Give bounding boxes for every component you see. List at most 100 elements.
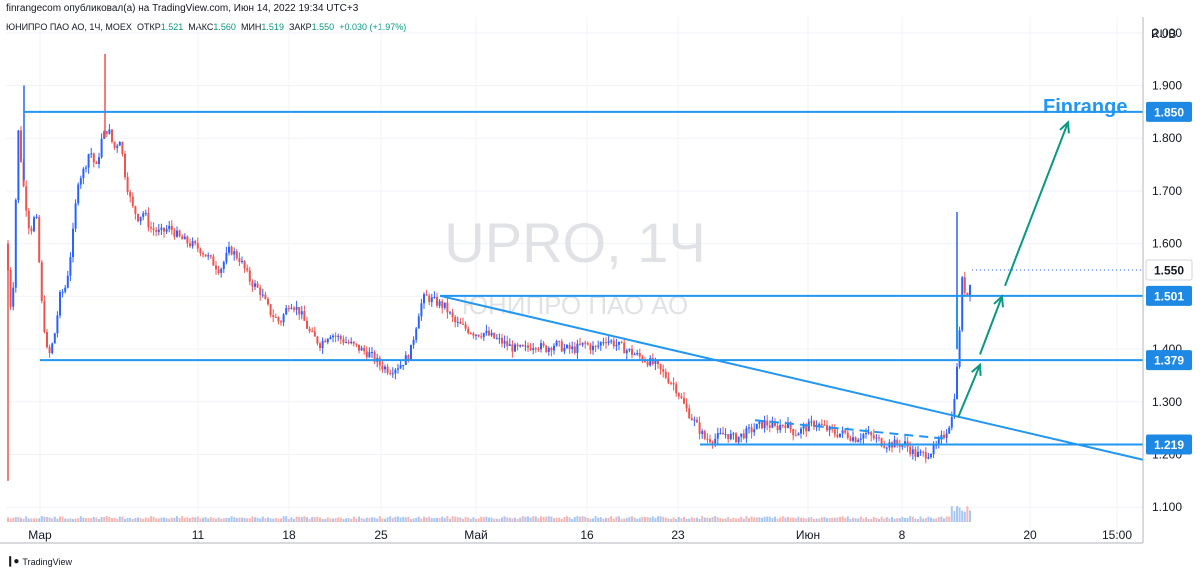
volume-bar (771, 518, 774, 522)
candle-body (220, 268, 223, 273)
projection-arrow[interactable] (957, 364, 981, 418)
volume-bar (295, 516, 298, 522)
candle-body (880, 438, 883, 447)
volume-bar (64, 518, 67, 522)
volume-bar (462, 518, 464, 522)
candle-body (802, 425, 805, 429)
candle-body (90, 153, 93, 155)
volume-bar (321, 518, 324, 522)
volume-bar (204, 516, 207, 522)
volume-bar (329, 518, 332, 522)
candle-body (402, 364, 405, 366)
volume-bar (508, 517, 511, 522)
candle-body (124, 153, 126, 178)
volume-bar (693, 517, 696, 522)
volume-bar (940, 516, 943, 522)
volume-bar (862, 518, 865, 522)
candle-body (495, 338, 498, 340)
candle-body (828, 426, 831, 431)
volume-bar (35, 518, 38, 522)
volume-bar (92, 516, 95, 522)
candle-body (274, 316, 277, 318)
candle-body (589, 344, 592, 351)
volume-bar (324, 518, 327, 522)
volume-bar (597, 517, 600, 522)
volume-bar (555, 517, 558, 522)
candle-body (969, 284, 971, 296)
candle-body (961, 277, 964, 331)
candle-body (212, 256, 215, 266)
volume-bar (690, 517, 693, 522)
candle-body (137, 214, 139, 222)
volume-bar (272, 518, 275, 522)
volume-bar (766, 516, 769, 522)
volume-bar (285, 516, 288, 522)
high-value: 1.560 (213, 22, 236, 32)
volume-bar (105, 516, 108, 522)
candle-body (189, 243, 191, 247)
volume-bar (376, 518, 379, 522)
volume-bar (51, 518, 54, 522)
trend-line[interactable] (439, 294, 1144, 461)
candle-body (560, 341, 563, 352)
x-tick-label: Мар (28, 528, 52, 542)
candle-body (477, 334, 480, 337)
volume-bar (958, 507, 961, 522)
volume-bar (854, 518, 857, 522)
candle-body (209, 255, 212, 257)
projection-arrow[interactable] (979, 295, 1003, 355)
candle-body (332, 335, 334, 338)
volume-bar (428, 516, 431, 522)
volume-bar (488, 517, 490, 522)
candle-body (215, 265, 217, 270)
volume-bar (898, 518, 901, 522)
volume-bar (553, 518, 555, 522)
projection-arrow[interactable] (1004, 122, 1069, 287)
candle-body (103, 131, 106, 139)
volume-bar (844, 517, 847, 522)
volume-bar (425, 517, 428, 522)
candle-body (826, 425, 828, 431)
volume-bar (137, 517, 139, 522)
volume-bar (160, 517, 163, 522)
y-tick-label: 2.000 (1152, 26, 1182, 40)
volume-bar (22, 518, 25, 522)
volume-bar (168, 518, 171, 522)
volume-bar (961, 510, 964, 522)
volume-bar (599, 517, 602, 522)
candle-body (410, 344, 412, 361)
flag-dashed-line[interactable] (754, 419, 946, 440)
volume-bar (378, 516, 381, 522)
candle-body (298, 306, 301, 315)
volume-bar (875, 517, 878, 522)
volume-bar (472, 517, 475, 522)
volume-bar (27, 518, 30, 522)
volume-bar (490, 517, 493, 522)
watermark-ticker: UPRO, 1Ч (444, 211, 705, 274)
volume-bar (781, 516, 784, 522)
candle-body (77, 184, 80, 204)
candle-body (14, 200, 17, 288)
volume-bar (745, 516, 748, 522)
volume-bar (714, 516, 717, 522)
candle-body (98, 157, 100, 164)
volume-bar (719, 518, 722, 522)
open-value: 1.521 (160, 22, 184, 32)
volume-bar (922, 518, 925, 522)
candle-body (64, 287, 67, 292)
volume-bar (287, 518, 290, 522)
candle-body (644, 360, 646, 362)
volume-bar (103, 516, 106, 522)
volume-bar (306, 517, 308, 522)
candle-body (852, 437, 854, 441)
candle-body (373, 352, 376, 362)
tradingview-logo[interactable]: ❙● TradingView (6, 556, 72, 567)
candle-body (677, 393, 680, 397)
volume-bar (436, 517, 438, 522)
candle-body (456, 321, 459, 323)
open-label: ОТКР (136, 22, 161, 32)
candle-body (631, 348, 633, 355)
volume-bar (950, 506, 953, 522)
